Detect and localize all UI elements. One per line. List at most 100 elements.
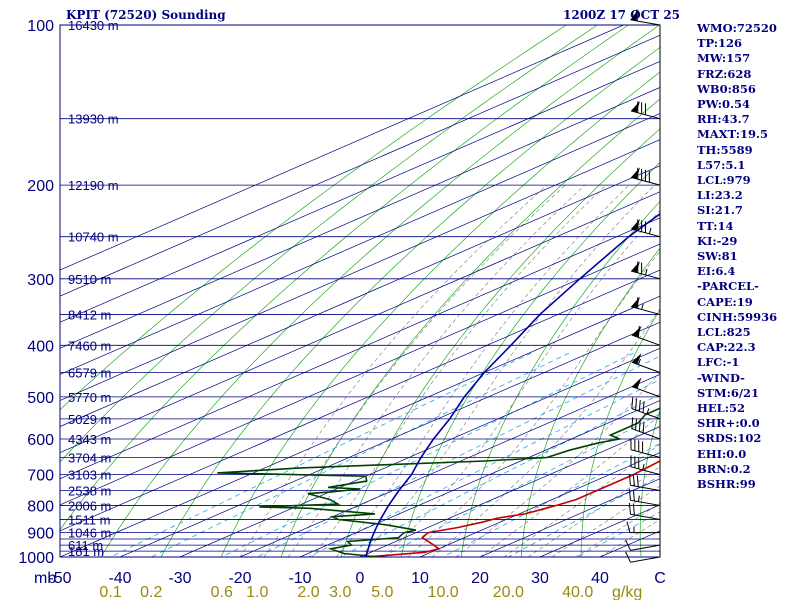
index-item: BSHR:99 [697, 477, 756, 491]
index-item: RH:43.7 [697, 112, 750, 127]
index-item: EHI:0.0 [697, 446, 747, 461]
wind-barb [630, 9, 661, 26]
mixing-ratio-line [308, 379, 660, 557]
index-item: CAPE:19 [697, 294, 753, 309]
dry-adiabat [400, 161, 660, 557]
mixing-ratio-tick: 0.6 [211, 584, 233, 600]
index-item: TT:14 [697, 218, 734, 233]
dry-adiabat [100, 25, 660, 557]
index-item: LCL:979 [697, 173, 751, 187]
moist-adiabat [263, 184, 566, 557]
height-label: 1511 m [68, 512, 110, 527]
wind-barb [625, 551, 661, 563]
index-item: TP:126 [697, 36, 743, 51]
isotherm [239, 374, 660, 557]
index-item: CINH:59936 [697, 309, 778, 324]
index-item: LI:23.2 [697, 188, 743, 203]
moist-adiabat [503, 443, 660, 557]
sounding-trace [365, 460, 660, 557]
isotherm [60, 34, 660, 297]
wind-barb [630, 438, 661, 458]
isotherm [60, 191, 660, 454]
pressure-label: 400 [27, 338, 54, 355]
height-label: 611 m [68, 538, 103, 553]
mixing-ratio-line [151, 352, 570, 557]
temperature-tick: 10 [411, 570, 429, 587]
height-label: 8412 m [68, 307, 111, 322]
mixing-ratio-line [221, 352, 634, 557]
mixing-ratio-tick: 1.0 [246, 584, 268, 600]
isotherm [60, 87, 660, 349]
moist-adiabat [311, 184, 607, 557]
wind-barb [630, 296, 661, 315]
moist-adiabat [551, 485, 660, 557]
wind-barb [628, 488, 661, 506]
wind-barb [630, 167, 661, 186]
mixing-ratio-tick: 10.0 [428, 584, 459, 600]
height-label: 3103 m [68, 468, 111, 483]
isotherm [60, 295, 660, 557]
wind-barb [631, 377, 661, 398]
pressure-label: 900 [27, 526, 54, 543]
pressure-label: 1000 [18, 550, 54, 567]
grid-clipped [60, 25, 660, 557]
isotherm [419, 452, 660, 557]
index-item: -PARCEL- [697, 279, 759, 294]
wind-barb [631, 353, 661, 373]
index-item: BRN:0.2 [697, 461, 751, 476]
height-label: 3704 m [68, 450, 111, 465]
pressure-label: 600 [27, 432, 54, 449]
index-item: -WIND- [697, 370, 745, 385]
dry-adiabat [60, 25, 629, 531]
index-item: MW:157 [697, 51, 751, 66]
isotherm [60, 25, 624, 271]
temperature-tick: -20 [228, 570, 251, 587]
isotherm [60, 269, 660, 532]
mixing-ratio-line [508, 475, 660, 557]
dry-adiabat [280, 98, 660, 557]
wind-barb [631, 325, 661, 346]
moist-adiabat [455, 371, 660, 557]
temperature-tick: C [654, 570, 666, 587]
isotherm [60, 113, 660, 375]
index-item: L57:5.1 [697, 157, 746, 172]
height-label: 2538 m [68, 484, 111, 499]
height-label: 5029 m [68, 412, 111, 427]
index-item: PW:0.54 [697, 97, 751, 111]
index-item: LCL:825 [697, 325, 751, 339]
wind-barb [630, 218, 661, 238]
index-item: MAXT:19.5 [697, 127, 768, 142]
mixing-ratio-line [442, 443, 660, 557]
pressure-unit: mb [34, 570, 56, 587]
index-item: SRDS:102 [697, 431, 762, 446]
pressure-label: 700 [27, 468, 54, 485]
temperature-tick: 40 [591, 570, 609, 587]
moist-adiabat [479, 414, 660, 557]
isotherm [359, 426, 660, 557]
height-label: 12190 m [68, 178, 119, 193]
mixing-ratio-tick: 2.0 [297, 584, 319, 600]
height-label: 10740 m [68, 230, 119, 245]
height-label: 6579 m [68, 366, 111, 381]
isotherm [299, 400, 660, 557]
isotherm [60, 217, 660, 480]
moist-adiabat [239, 184, 548, 557]
index-item: FRZ:628 [697, 66, 752, 81]
index-item: TH:5589 [697, 142, 753, 157]
index-item: SHR+:0.0 [697, 416, 760, 431]
wind-barb [631, 417, 661, 440]
index-item: EI:6.4 [697, 264, 736, 279]
index-item: STM:6/21 [697, 385, 760, 400]
moist-adiabat [335, 184, 630, 557]
pressure-label: 800 [27, 498, 54, 515]
pressure-label: 100 [27, 18, 54, 35]
dry-adiabat [160, 46, 660, 557]
dry-adiabat [60, 25, 567, 411]
mixing-ratio-line [382, 413, 660, 557]
index-item: WMO:72520 [697, 21, 777, 35]
series-clipped [217, 212, 660, 557]
mixing-ratio-line [340, 393, 660, 557]
wind-barb [628, 473, 661, 492]
series-layer [217, 212, 660, 557]
